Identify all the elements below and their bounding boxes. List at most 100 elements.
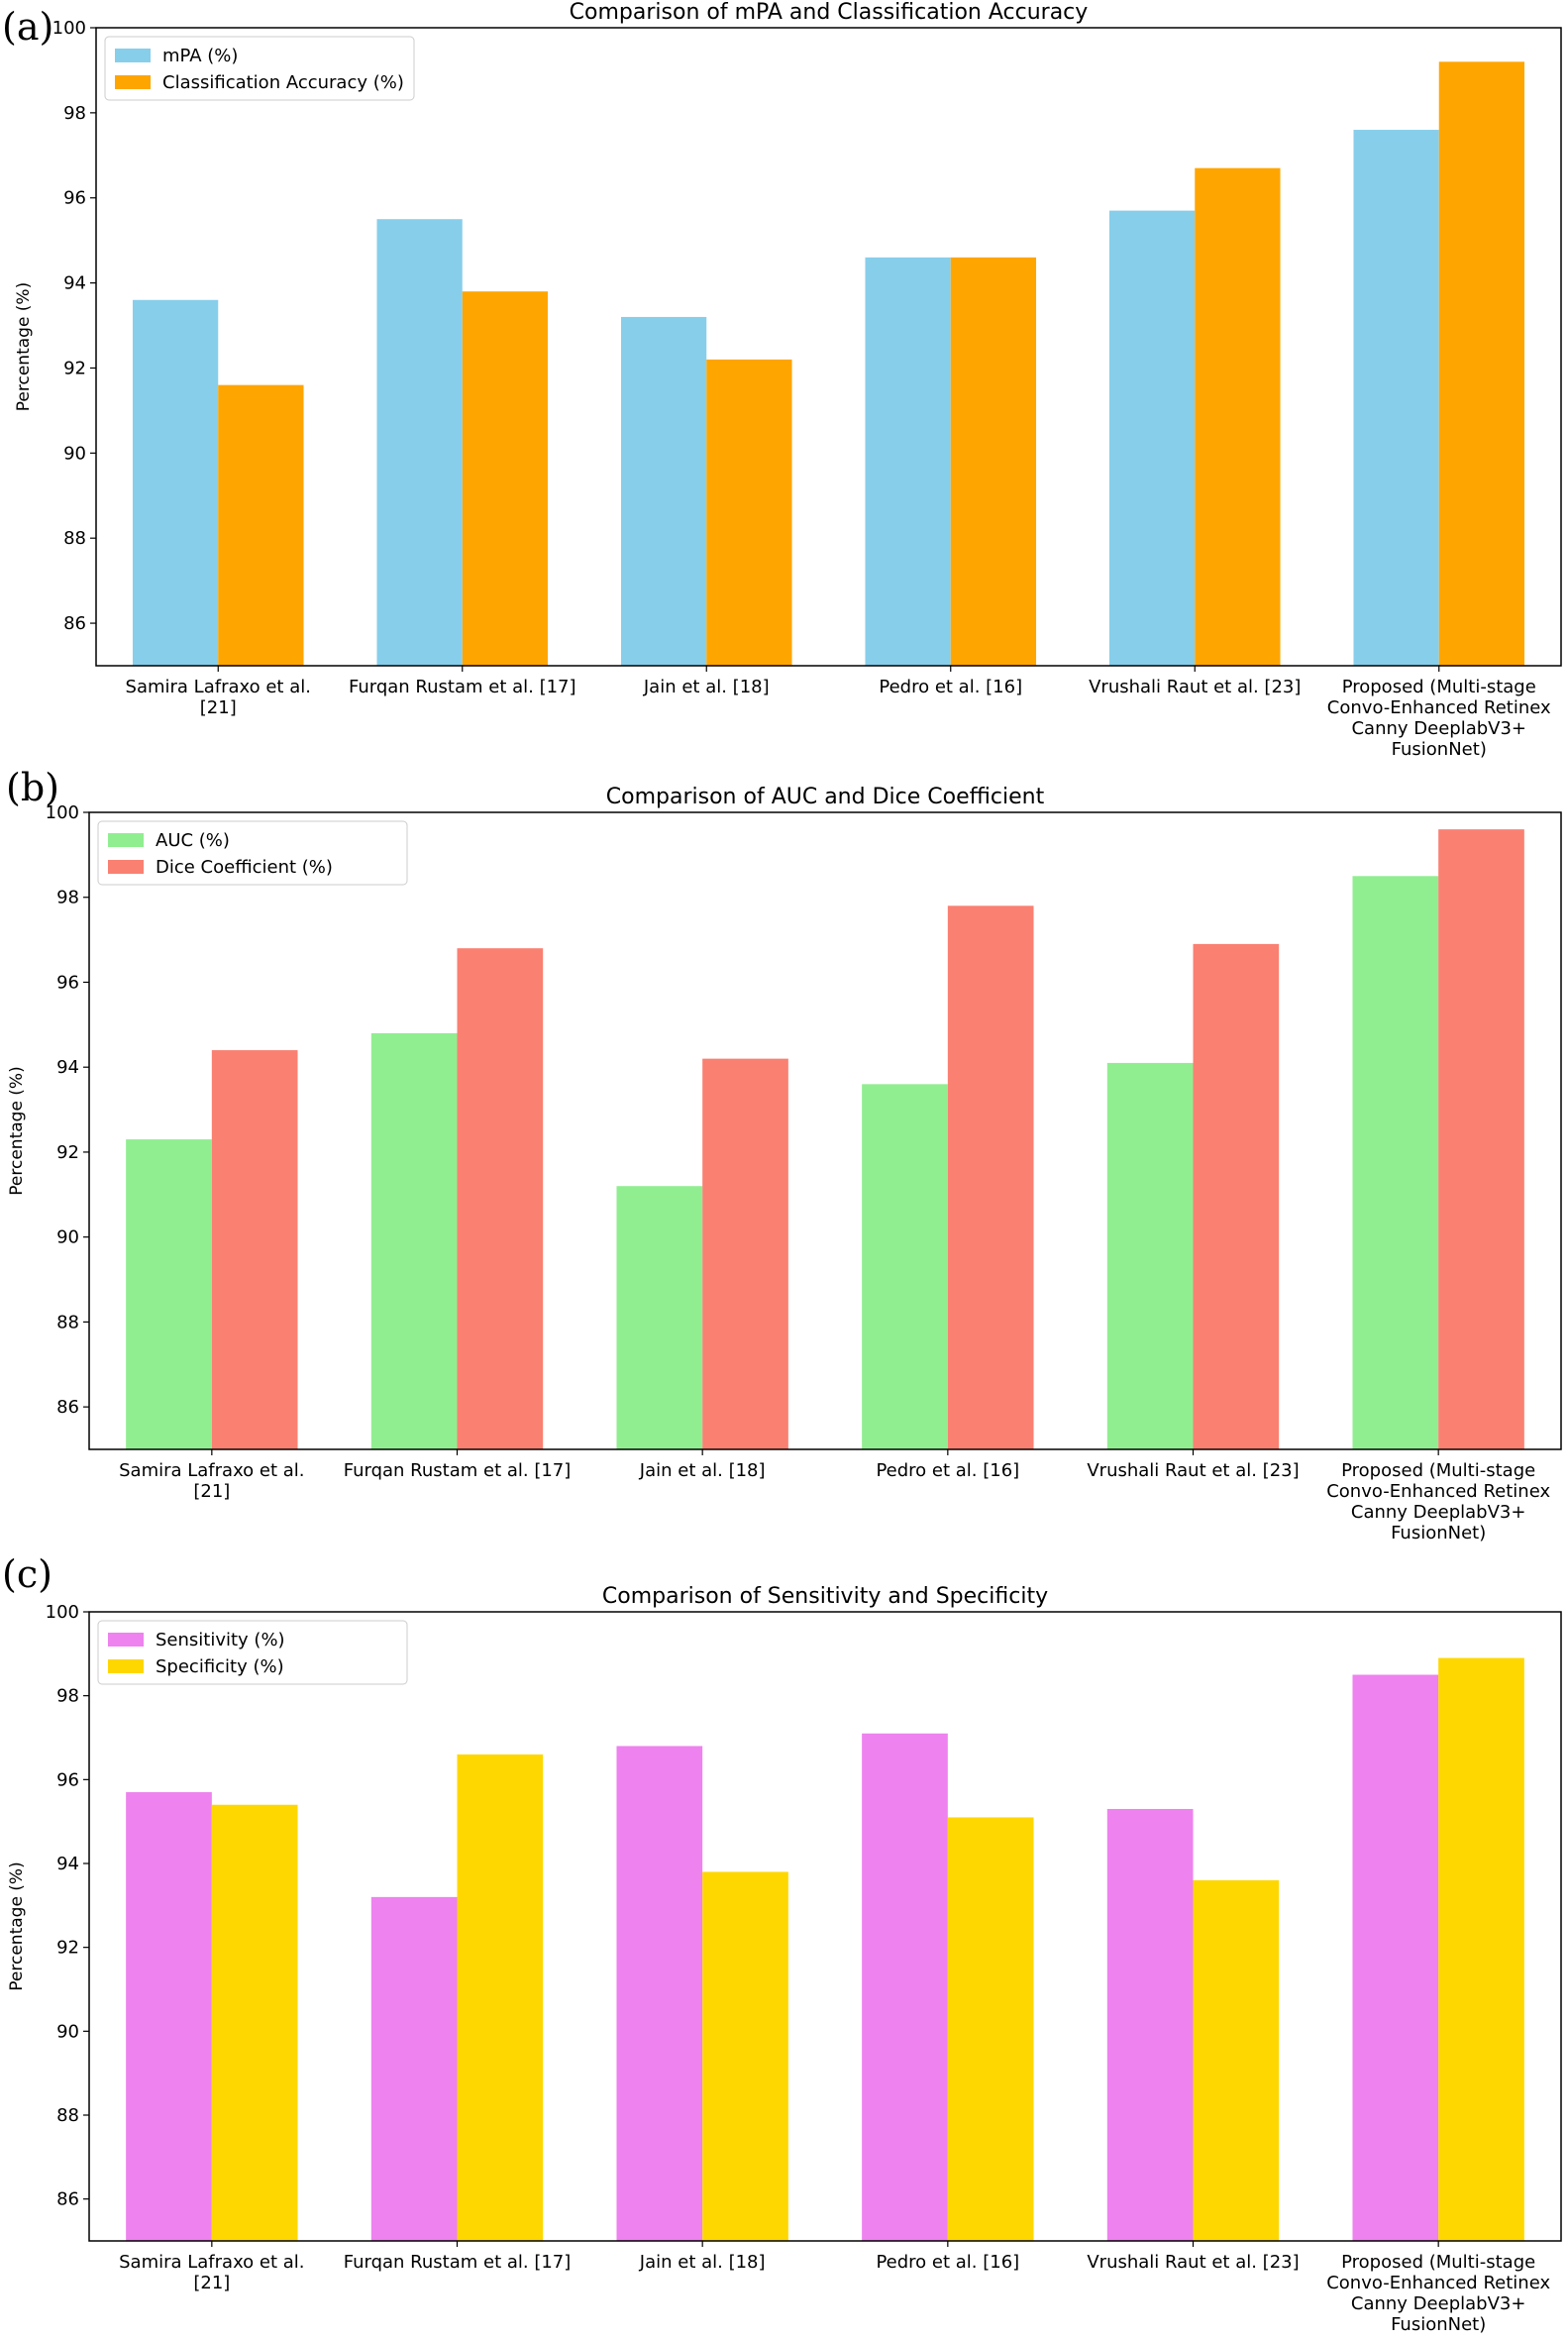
legend: mPA (%) Classification Accuracy (%) bbox=[104, 36, 415, 101]
x-tick-label-line: Samira Lafraxo et al. bbox=[119, 1460, 304, 1481]
x-tick-label-line: Vrushali Raut et al. [23] bbox=[1087, 1460, 1299, 1481]
x-tick-label-line: Convo-Enhanced Retinex bbox=[1327, 697, 1551, 718]
x-tick-label-line: [21] bbox=[193, 2273, 230, 2293]
x-tick-label: Furqan Rustam et al. [17] bbox=[349, 677, 576, 697]
bar-dice-coefficient--4 bbox=[947, 905, 1034, 1449]
panel-label: (a) bbox=[2, 5, 53, 49]
x-tick-label: Samira Lafraxo et al. [21] bbox=[119, 2252, 304, 2293]
chart-title: Comparison of Sensitivity and Specificit… bbox=[602, 1584, 1048, 1609]
chart-title: Comparison of AUC and Dice Coefficient bbox=[606, 785, 1045, 809]
y-tick-label: 96 bbox=[56, 972, 79, 993]
legend-label: AUC (%) bbox=[156, 830, 230, 851]
y-axis-label: Percentage (%) bbox=[14, 282, 34, 411]
x-tick-label-line: Jain et al. [18] bbox=[639, 1460, 766, 1481]
bar-sensitivity--1 bbox=[126, 1792, 212, 2241]
x-tick-label-line: FusionNet) bbox=[1391, 2314, 1486, 2335]
legend-label: Specificity (%) bbox=[156, 1656, 284, 1677]
bar-auc--4 bbox=[862, 1084, 948, 1449]
x-tick-label-line: Proposed (Multi-stage bbox=[1341, 1460, 1535, 1481]
legend-box bbox=[104, 36, 415, 101]
y-tick-label: 94 bbox=[63, 273, 86, 294]
y-tick-label: 90 bbox=[56, 2021, 79, 2042]
legend-label: Classification Accuracy (%) bbox=[162, 72, 404, 93]
bar-sensitivity--5 bbox=[1106, 1808, 1194, 2241]
x-tick-label-line: Canny DeeplabV3+ bbox=[1351, 718, 1526, 739]
legend-swatch bbox=[108, 833, 144, 847]
y-tick-label: 100 bbox=[52, 18, 86, 39]
bar-auc--3 bbox=[616, 1186, 703, 1449]
x-tick-label: Pedro et al. [16] bbox=[876, 1460, 1019, 1481]
y-tick-label: 86 bbox=[63, 613, 86, 634]
x-tick-label: Pedro et al. [16] bbox=[879, 677, 1022, 697]
bar-specificity--2 bbox=[457, 1754, 544, 2241]
x-tick-label-line: Vrushali Raut et al. [23] bbox=[1089, 677, 1301, 697]
y-tick-label: 98 bbox=[56, 1686, 79, 1707]
y-tick-label: 86 bbox=[56, 2189, 79, 2210]
bar-auc--1 bbox=[126, 1139, 212, 1449]
x-tick-label-line: Proposed (Multi-stage bbox=[1342, 677, 1536, 697]
bar-classification-accuracy--2 bbox=[462, 291, 549, 666]
bar-sensitivity--6 bbox=[1352, 1674, 1439, 2241]
y-tick-label: 100 bbox=[46, 1602, 79, 1623]
y-axis-label: Percentage (%) bbox=[7, 1066, 27, 1195]
chart-panel-2: (b) Comparison of AUC and Dice Coefficien… bbox=[6, 766, 1562, 1543]
x-tick-label-line: Pedro et al. [16] bbox=[876, 2252, 1019, 2273]
x-tick-label: Jain et al. [18] bbox=[639, 2252, 766, 2273]
bar-specificity--1 bbox=[211, 1804, 298, 2241]
legend-swatch bbox=[108, 860, 144, 874]
bar-mpa--2 bbox=[376, 219, 463, 666]
x-tick-label: Samira Lafraxo et al. [21] bbox=[126, 677, 311, 718]
x-tick-label-line: Convo-Enhanced Retinex bbox=[1326, 2273, 1550, 2293]
y-tick-label: 98 bbox=[63, 103, 86, 124]
legend-label: Dice Coefficient (%) bbox=[156, 857, 333, 878]
legend-swatch bbox=[115, 49, 151, 62]
x-tick-label: Furqan Rustam et al. [17] bbox=[344, 2252, 572, 2273]
legend: Sensitivity (%) Specificity (%) bbox=[97, 1620, 408, 1685]
legend-box bbox=[97, 1620, 408, 1685]
y-tick-label: 96 bbox=[63, 188, 86, 209]
legend-box bbox=[97, 820, 408, 886]
x-tick-label: Samira Lafraxo et al. [21] bbox=[119, 1460, 304, 1502]
bar-sensitivity--2 bbox=[370, 1896, 458, 2241]
bar-specificity--5 bbox=[1193, 1879, 1280, 2241]
bar-classification-accuracy--4 bbox=[950, 257, 1037, 666]
bar-classification-accuracy--1 bbox=[218, 384, 304, 666]
x-tick-label: Pedro et al. [16] bbox=[876, 2252, 1019, 2273]
plot-frame bbox=[88, 1611, 1562, 2242]
plot-frame bbox=[88, 811, 1562, 1450]
x-tick-label: Proposed (Multi-stage Convo-Enhanced Reti… bbox=[1326, 2252, 1550, 2335]
y-tick-label: 88 bbox=[56, 1312, 79, 1332]
y-tick-label: 88 bbox=[63, 528, 86, 549]
bar-mpa--4 bbox=[865, 257, 951, 666]
bar-specificity--4 bbox=[947, 1817, 1034, 2241]
bar-dice-coefficient--5 bbox=[1193, 943, 1280, 1449]
y-tick-label: 86 bbox=[56, 1397, 79, 1418]
panel-label: (b) bbox=[6, 766, 59, 809]
x-tick-label-line: Jain et al. [18] bbox=[639, 2252, 766, 2273]
y-tick-label: 92 bbox=[63, 358, 86, 378]
x-tick-label-line: Furqan Rustam et al. [17] bbox=[344, 1460, 572, 1481]
x-tick-label-line: Canny DeeplabV3+ bbox=[1351, 2293, 1526, 2314]
bar-specificity--3 bbox=[702, 1871, 788, 2241]
x-tick-label-line: [21] bbox=[193, 1481, 230, 1502]
x-tick-label-line: Vrushali Raut et al. [23] bbox=[1087, 2252, 1299, 2273]
bar-dice-coefficient--3 bbox=[702, 1058, 788, 1449]
x-tick-label-line: Canny DeeplabV3+ bbox=[1351, 1502, 1526, 1523]
bar-classification-accuracy--3 bbox=[706, 359, 792, 666]
x-tick-label: Proposed (Multi-stage Convo-Enhanced Reti… bbox=[1326, 1460, 1550, 1543]
legend-label: mPA (%) bbox=[162, 46, 238, 66]
x-tick-label-line: Proposed (Multi-stage bbox=[1341, 2252, 1535, 2273]
y-tick-label: 92 bbox=[56, 1142, 79, 1163]
x-tick-label: Proposed (Multi-stage Convo-Enhanced Reti… bbox=[1327, 677, 1551, 760]
y-tick-label: 90 bbox=[56, 1227, 79, 1248]
bar-specificity--6 bbox=[1438, 1657, 1524, 2241]
x-tick-label-line: FusionNet) bbox=[1391, 1523, 1486, 1543]
bar-sensitivity--3 bbox=[616, 1746, 703, 2241]
panel-label: (c) bbox=[2, 1552, 52, 1596]
x-tick-label-line: Pedro et al. [16] bbox=[879, 677, 1022, 697]
x-tick-label-line: Samira Lafraxo et al. bbox=[126, 677, 311, 697]
x-tick-label: Jain et al. [18] bbox=[639, 1460, 766, 1481]
x-tick-label-line: Samira Lafraxo et al. bbox=[119, 2252, 304, 2273]
legend-swatch bbox=[108, 1659, 144, 1673]
